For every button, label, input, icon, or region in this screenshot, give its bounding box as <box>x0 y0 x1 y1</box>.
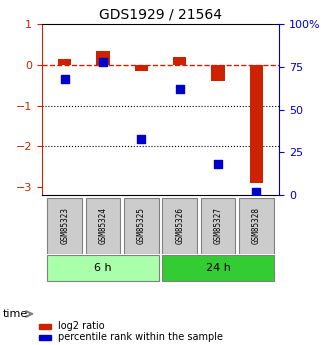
Text: time: time <box>3 309 29 319</box>
Point <box>215 161 221 167</box>
Text: percentile rank within the sample: percentile rank within the sample <box>58 333 223 342</box>
Point <box>177 86 182 92</box>
Text: GSM85323: GSM85323 <box>60 207 69 244</box>
Point <box>100 59 106 65</box>
FancyBboxPatch shape <box>48 255 159 282</box>
Bar <box>250 65 263 183</box>
Text: 6 h: 6 h <box>94 263 112 273</box>
Point <box>139 136 144 141</box>
Text: GSM85324: GSM85324 <box>99 207 108 244</box>
FancyBboxPatch shape <box>124 198 159 254</box>
FancyBboxPatch shape <box>48 198 82 254</box>
Bar <box>211 65 225 81</box>
Bar <box>96 51 110 65</box>
Text: GSM85326: GSM85326 <box>175 207 184 244</box>
Bar <box>58 59 71 65</box>
FancyBboxPatch shape <box>239 198 273 254</box>
FancyBboxPatch shape <box>162 198 197 254</box>
Text: 24 h: 24 h <box>205 263 230 273</box>
Bar <box>134 65 148 71</box>
Text: GSM85328: GSM85328 <box>252 207 261 244</box>
Point <box>254 189 259 194</box>
FancyBboxPatch shape <box>86 198 120 254</box>
Point <box>62 76 67 81</box>
Text: log2 ratio: log2 ratio <box>58 321 104 331</box>
FancyBboxPatch shape <box>201 198 235 254</box>
Bar <box>173 57 187 65</box>
Text: GSM85327: GSM85327 <box>213 207 222 244</box>
FancyBboxPatch shape <box>162 255 273 282</box>
Title: GDS1929 / 21564: GDS1929 / 21564 <box>99 8 222 22</box>
Text: GSM85325: GSM85325 <box>137 207 146 244</box>
